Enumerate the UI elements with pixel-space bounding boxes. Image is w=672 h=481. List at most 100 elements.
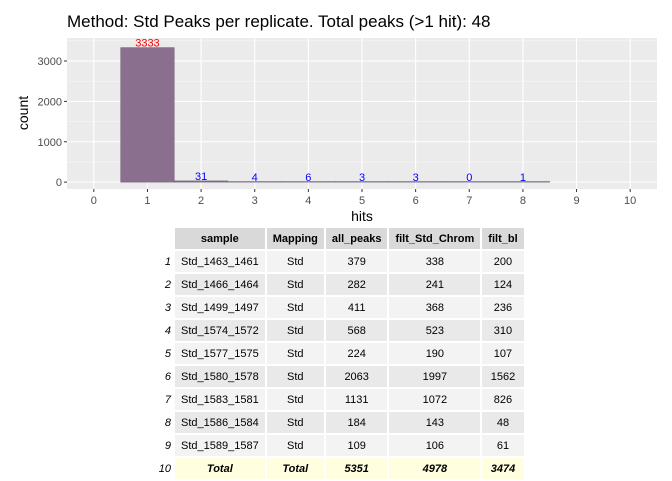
row-index: 2: [164, 278, 171, 291]
row-index: 7: [164, 393, 171, 406]
histogram-bar: [120, 47, 175, 183]
bar-value-label: 31: [195, 171, 207, 183]
table-cell: 3474: [482, 458, 524, 479]
table-cell: 109: [325, 435, 388, 456]
bars: [120, 47, 550, 183]
table-row: 4 Std_1574_1572 Std 568 523 310: [157, 320, 524, 341]
summary-table: sample Mapping all_peaks filt_Std_Chrom …: [155, 226, 526, 481]
table-cell: 568: [325, 320, 388, 341]
table-total-row: 10 Total Total 5351 4978 3474: [157, 458, 524, 479]
table-cell: Std_1466_1464: [175, 274, 265, 295]
table-cell: 2063: [325, 366, 388, 387]
header-corner: [157, 228, 173, 249]
bar-value-label: 3333: [135, 38, 159, 50]
table-cell: 224: [325, 343, 388, 364]
table-cell: Std: [266, 435, 324, 456]
table-cell: Std: [266, 320, 324, 341]
row-index: 1: [164, 255, 171, 268]
table-cell: Std: [266, 297, 324, 318]
table-cell: Std: [266, 366, 324, 387]
table-cell: 338: [389, 251, 481, 272]
column-header: filt_Std_Chrom: [389, 228, 481, 249]
table-cell: Std: [266, 274, 324, 295]
table-cell: 5351: [325, 458, 388, 479]
table-cell: 236: [482, 297, 524, 318]
table-cell: 106: [389, 435, 481, 456]
table-cell: 1562: [482, 366, 524, 387]
table-cell: 190: [389, 343, 481, 364]
table-row: 6 Std_1580_1578 Std 2063 1997 1562: [157, 366, 524, 387]
y-tick-label: 3000: [38, 56, 62, 68]
x-tick-label: 4: [305, 195, 311, 207]
row-index: 8: [164, 416, 171, 429]
table-cell: 1072: [389, 389, 481, 410]
table-row: 9 Std_1589_1587 Std 109 106 61: [157, 435, 524, 456]
x-tick-label: 9: [573, 195, 579, 207]
y-axis: 0 1000 2000 3000: [38, 56, 67, 189]
x-tick-label: 5: [359, 195, 365, 207]
x-tick-label: 10: [624, 195, 636, 207]
table-cell: Std_1577_1575: [175, 343, 265, 364]
table-cell: Total: [266, 458, 324, 479]
table-cell: 143: [389, 412, 481, 433]
table-cell: 241: [389, 274, 481, 295]
row-index: 6: [164, 370, 171, 383]
table-cell: 184: [325, 412, 388, 433]
table-cell: Total: [175, 458, 265, 479]
row-index: 9: [164, 439, 171, 452]
table-cell: Std_1583_1581: [175, 389, 265, 410]
x-tick-label: 0: [91, 195, 97, 207]
table-cell: Std: [266, 389, 324, 410]
y-tick-label: 0: [56, 177, 62, 189]
table-cell: 1131: [325, 389, 388, 410]
table-cell: Std: [266, 251, 324, 272]
x-axis-label: hits: [351, 208, 373, 224]
table-cell: Std_1580_1578: [175, 366, 265, 387]
bar-value-label: 1: [520, 172, 526, 184]
x-axis: 0 1 2 3 4 5 6 7 8 9 10: [91, 189, 636, 207]
bar-value-label: 4: [252, 172, 258, 184]
histogram-bar: [495, 181, 550, 183]
table-row: 7 Std_1583_1581 Std 1131 1072 826: [157, 389, 524, 410]
table-cell: Std: [266, 412, 324, 433]
x-tick-label: 7: [466, 195, 472, 207]
histogram-chart: Method: Std Peaks per replicate. Total p…: [15, 12, 657, 224]
column-header: sample: [175, 228, 265, 249]
table-cell: 61: [482, 435, 524, 456]
bar-value-label: 3: [413, 172, 419, 184]
x-tick-label: 2: [198, 195, 204, 207]
row-index: 10: [158, 462, 171, 475]
x-tick-label: 6: [413, 195, 419, 207]
row-index: 4: [164, 324, 171, 337]
table-cell: 523: [389, 320, 481, 341]
x-tick-label: 1: [144, 195, 150, 207]
table-cell: Std_1463_1461: [175, 251, 265, 272]
table-cell: Std_1574_1572: [175, 320, 265, 341]
bar-labels: 3333 31 4 6 3 3 0 1: [135, 38, 526, 185]
table-row: 3 Std_1499_1497 Std 411 368 236: [157, 297, 524, 318]
bar-value-label: 0: [466, 172, 472, 184]
table-cell: 826: [482, 389, 524, 410]
table-cell: 282: [325, 274, 388, 295]
y-tick-label: 1000: [38, 137, 62, 149]
x-tick-label: 8: [520, 195, 526, 207]
table-cell: 411: [325, 297, 388, 318]
table-cell: Std: [266, 343, 324, 364]
table-cell: Std_1586_1584: [175, 412, 265, 433]
table-cell: 379: [325, 251, 388, 272]
table-cell: Std_1589_1587: [175, 435, 265, 456]
y-tick-label: 2000: [38, 96, 62, 108]
table-cell: 124: [482, 274, 524, 295]
table-cell: 1997: [389, 366, 481, 387]
table-cell: 200: [482, 251, 524, 272]
column-header: filt_bl: [482, 228, 524, 249]
table-row: 2 Std_1466_1464 Std 282 241 124: [157, 274, 524, 295]
table-header-row: sample Mapping all_peaks filt_Std_Chrom …: [157, 228, 524, 249]
chart-title: Method: Std Peaks per replicate. Total p…: [67, 12, 491, 31]
table-cell: 310: [482, 320, 524, 341]
table-cell: 48: [482, 412, 524, 433]
bar-value-label: 6: [305, 172, 311, 184]
table-row: 5 Std_1577_1575 Std 224 190 107: [157, 343, 524, 364]
table-row: 8 Std_1586_1584 Std 184 143 48: [157, 412, 524, 433]
x-tick-label: 3: [252, 195, 258, 207]
